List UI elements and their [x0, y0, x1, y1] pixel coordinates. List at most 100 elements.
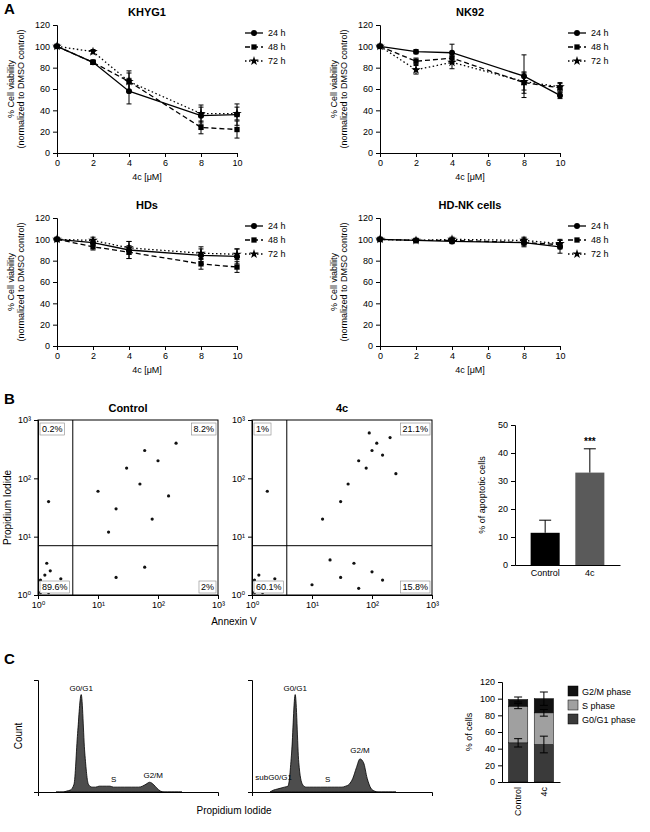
legend-entry: 48 h	[568, 235, 609, 245]
error-cap	[199, 246, 204, 247]
point	[370, 449, 373, 452]
gate-line	[38, 545, 218, 546]
point	[273, 577, 276, 580]
legend-label: 72 h	[268, 56, 286, 66]
tick-label: 4	[450, 158, 455, 168]
tick-label: 10	[555, 158, 565, 168]
tick: 20	[363, 320, 380, 330]
axis-line	[253, 793, 433, 797]
series-line	[57, 239, 237, 267]
annotation: subG0/G1	[255, 773, 292, 782]
plot-area	[508, 692, 553, 782]
series-line	[57, 239, 237, 256]
x-axis-title: Propidium Iodide	[196, 805, 271, 816]
chart: subG0/G1G0/G1SG2/M	[248, 681, 433, 797]
tick-mark	[165, 346, 166, 350]
error-cap	[522, 73, 527, 74]
y-axis-title-line: % Cell viability	[329, 252, 339, 311]
tick-mark	[416, 153, 417, 157]
chart: 0246810020406080100120KHYG14c [μM]% Cell…	[6, 6, 286, 182]
y-axis-title-line: % Cell viability	[6, 252, 16, 311]
tick: 6	[486, 153, 491, 168]
tick-mark	[524, 346, 525, 350]
tick-mark	[498, 715, 502, 716]
marker	[519, 77, 529, 86]
tick: 0	[368, 148, 380, 158]
tick-mark	[560, 153, 561, 157]
tick-label: 20	[485, 761, 495, 771]
tick: 10	[555, 346, 565, 361]
legend-entry: 72 h	[245, 249, 286, 259]
y-axis-title: % of cells	[464, 712, 474, 751]
x-axis-title: 4c [μM]	[455, 365, 485, 375]
chart-title: HD-NK cells	[439, 199, 502, 211]
legend-entry: 48 h	[568, 42, 609, 52]
tick: 10³	[212, 595, 225, 610]
tick-mark	[560, 346, 561, 350]
plot-area	[38, 420, 218, 595]
error-cap	[558, 92, 563, 93]
point	[266, 490, 269, 493]
point	[167, 494, 170, 497]
x-axis: 0246810	[378, 346, 566, 361]
tick-mark	[432, 595, 433, 599]
legend-label: 48 h	[268, 235, 286, 245]
x-axis: 10⁰10¹10²10³	[246, 595, 439, 610]
tick: 2	[91, 346, 96, 361]
legend-label: 48 h	[268, 42, 286, 52]
axis-line	[248, 421, 253, 596]
error-cap	[91, 250, 96, 251]
tick-label: 8	[522, 351, 527, 361]
error-cap	[127, 241, 132, 242]
plot-area	[52, 41, 242, 138]
tick: 20	[485, 761, 502, 771]
error-cap	[558, 248, 563, 249]
tick-label: 100	[35, 42, 50, 52]
series-line	[57, 46, 237, 115]
tick-label: 0	[503, 560, 508, 570]
axis-line	[253, 596, 433, 600]
point	[151, 518, 154, 521]
legend-entry: 48 h	[245, 42, 286, 52]
legend-label: G0/G1 phase	[582, 715, 636, 725]
legend-entry: 72 h	[245, 56, 286, 66]
tick-mark	[53, 303, 57, 304]
tick: 10²	[366, 595, 379, 610]
tick-mark	[376, 132, 380, 133]
error-cap	[414, 74, 419, 75]
x-axis-title: Annexin V	[211, 616, 257, 627]
tick: 0	[378, 153, 383, 168]
tick-label: 100	[35, 235, 50, 245]
x-axis: 0246810	[55, 153, 243, 168]
quadrant-label: 0.2%	[42, 424, 63, 434]
point	[143, 566, 146, 569]
tick: 60	[485, 727, 502, 737]
quadrant-label: 1%	[256, 424, 269, 434]
tick-mark	[511, 453, 515, 454]
tick-label: 10³	[426, 600, 439, 610]
marker	[52, 41, 62, 50]
tick-mark	[158, 595, 159, 599]
tick-label: 10¹	[18, 532, 31, 542]
legend-label: 48 h	[591, 235, 609, 245]
tick: 120	[35, 213, 57, 223]
tick: 4c	[585, 565, 595, 578]
legend-marker	[249, 56, 259, 65]
tick-mark	[248, 595, 252, 596]
tick-label: 20	[363, 127, 373, 137]
tick-label: 40	[498, 448, 508, 458]
tick-mark	[511, 481, 515, 482]
error-cap	[450, 68, 455, 69]
tick-mark	[93, 346, 94, 350]
axis-line	[516, 565, 621, 566]
marker	[124, 77, 134, 86]
tick: 8	[199, 153, 204, 168]
error-cap	[450, 52, 455, 53]
y-axis: 020406080100120	[358, 20, 381, 158]
tick-label: 40	[363, 106, 373, 116]
marker	[196, 248, 206, 257]
tick-label: 0	[368, 341, 373, 351]
plot-area	[252, 420, 432, 595]
tick: 100	[358, 235, 380, 245]
tick-mark	[53, 346, 57, 347]
